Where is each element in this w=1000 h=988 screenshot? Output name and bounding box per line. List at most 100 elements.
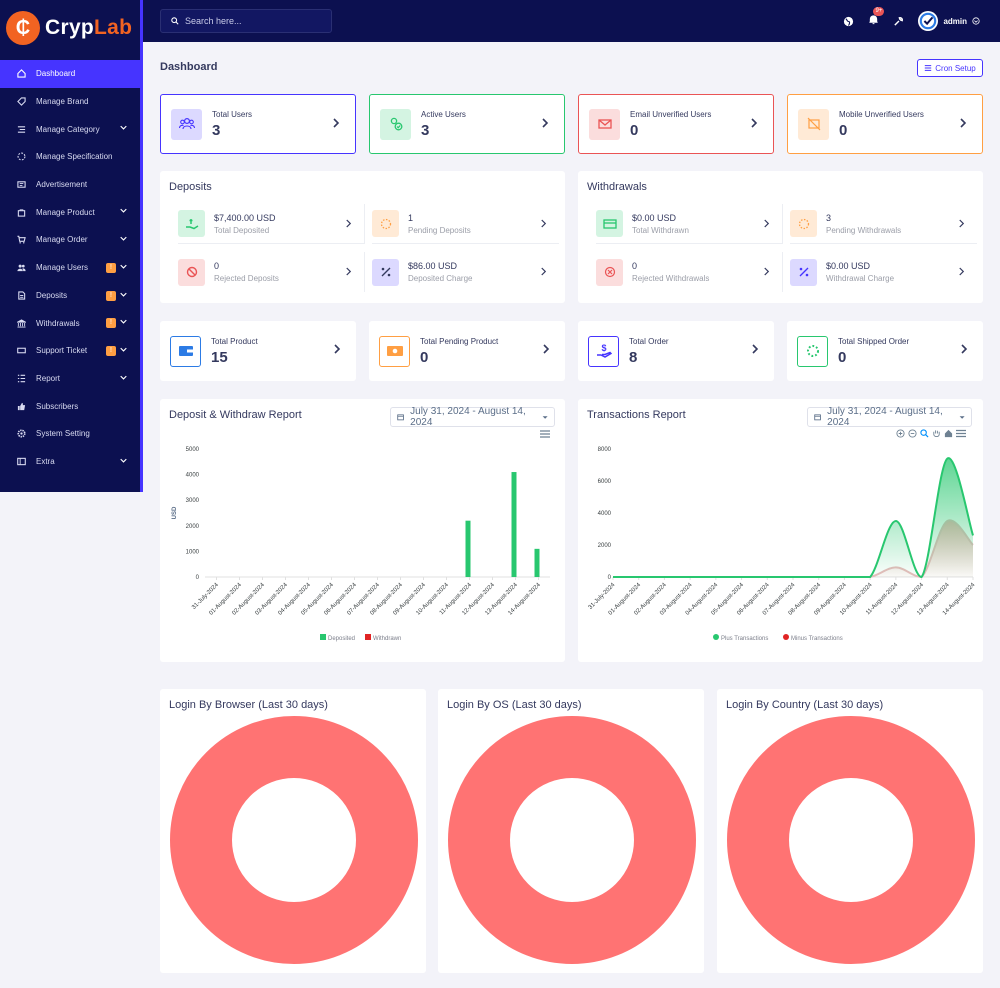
stat-label: Active Users xyxy=(421,109,466,119)
pending-deposits-item[interactable]: 1 Pending Deposits xyxy=(372,204,559,244)
stat-total-product[interactable]: Total Product 15 xyxy=(160,321,356,381)
user-check-icon xyxy=(380,108,411,140)
stat-label: Mobile Unverified Users xyxy=(839,109,924,119)
stat-body: Total Shipped Order 0 xyxy=(838,337,909,366)
sidebar-item-dashboard[interactable]: Dashboard xyxy=(0,60,140,88)
chevron-right-icon xyxy=(752,344,759,354)
y-tick-label: 6000 xyxy=(598,479,612,485)
search-box[interactable] xyxy=(160,9,332,33)
legend-marker xyxy=(320,634,326,640)
sidebar-item-manage-product[interactable]: Manage Product xyxy=(0,198,140,226)
stat-total-pending-product[interactable]: Total Pending Product 0 xyxy=(369,321,565,381)
donut-slice xyxy=(727,716,975,964)
users-icon xyxy=(17,263,26,272)
user-menu[interactable]: admin xyxy=(918,11,980,31)
chevron-right-icon xyxy=(541,267,547,276)
stat-total-shipped-order[interactable]: Total Shipped Order 0 xyxy=(787,321,983,381)
stat-active-users[interactable]: Active Users 3 xyxy=(369,94,565,154)
deposited-charge-item[interactable]: $86.00 USD Deposited Charge xyxy=(372,252,559,292)
stat-mobile-unverified[interactable]: Mobile Unverified Users 0 xyxy=(787,94,983,154)
chevron-down-icon xyxy=(120,236,127,241)
bar-deposited xyxy=(534,548,540,577)
item-body: $0.00 USD Withdrawal Charge xyxy=(826,261,894,283)
pan-hand-icon[interactable] xyxy=(932,429,941,438)
home-icon[interactable] xyxy=(944,429,953,438)
stat-body: Active Users 3 xyxy=(421,110,466,139)
cron-setup-button[interactable]: Cron Setup xyxy=(917,59,983,77)
stat-total-order[interactable]: $ Total Order 8 xyxy=(578,321,774,381)
user-logo-icon xyxy=(920,12,937,30)
sidebar-item-label: System Setting xyxy=(36,429,90,439)
logo-text-part2: Lab xyxy=(94,16,133,39)
report-icon xyxy=(17,374,26,383)
pending-withdrawals-item[interactable]: 3 Pending Withdrawals xyxy=(790,204,977,244)
sidebar-item-manage-category[interactable]: Manage Category xyxy=(0,115,140,143)
magnify-icon[interactable] xyxy=(920,429,929,438)
item-value: $0.00 USD xyxy=(632,212,677,223)
item-label: Withdrawal Charge xyxy=(826,274,895,283)
legend-label: Withdrawn xyxy=(373,636,401,642)
item-label: Pending Deposits xyxy=(408,225,471,235)
rejected-withdrawals-item[interactable]: 0 Rejected Withdrawals xyxy=(596,252,783,292)
brand-logo[interactable]: ₵ CrypLab xyxy=(0,0,140,56)
withdrawal-charge-item[interactable]: $0.00 USD Withdrawal Charge xyxy=(790,252,977,292)
chart-menu-icon[interactable] xyxy=(540,430,550,438)
date-range-picker[interactable]: July 31, 2024 - August 14, 2024 xyxy=(390,406,555,428)
sidebar-item-withdrawals[interactable]: Withdrawals ! xyxy=(0,309,140,337)
total-withdrawn-item[interactable]: $0.00 USD Total Withdrawn xyxy=(596,204,783,244)
sidebar-item-label: Advertisement xyxy=(36,180,88,190)
warning-badge: ! xyxy=(106,318,116,329)
wrench-icon[interactable] xyxy=(893,16,904,27)
legend-marker xyxy=(783,634,789,640)
stat-total-users[interactable]: Total Users 3 xyxy=(160,94,356,154)
item-body: $7,400.00 USD Total Deposited xyxy=(214,213,276,235)
sidebar-item-support-ticket[interactable]: Support Ticket ! xyxy=(0,337,140,365)
extra-icon xyxy=(17,457,26,466)
item-body: 3 Pending Withdrawals xyxy=(826,213,901,235)
card-icon xyxy=(596,210,623,237)
y-axis-label: USD xyxy=(172,506,178,519)
zoom-out-icon[interactable] xyxy=(908,429,917,438)
stat-body: Total Product 15 xyxy=(211,337,258,366)
sidebar-item-system-setting[interactable]: System Setting xyxy=(0,420,140,448)
sidebar-item-report[interactable]: Report xyxy=(0,365,140,393)
gear-icon xyxy=(17,429,26,438)
series-line-plus xyxy=(612,457,974,579)
withdrawals-panel: Withdrawals $0.00 USD Total Withdrawn 3 … xyxy=(578,171,983,303)
globe-icon[interactable] xyxy=(843,16,854,27)
sidebar-item-label: Dashboard xyxy=(36,69,76,79)
stat-value: 15 xyxy=(211,348,228,366)
avatar xyxy=(918,11,939,31)
item-value: 0 xyxy=(214,261,220,271)
stat-label: Total Shipped Order xyxy=(838,336,910,346)
sidebar-item-deposits[interactable]: Deposits ! xyxy=(0,282,140,310)
notification-button[interactable]: 9+ xyxy=(868,7,885,30)
sidebar-item-manage-brand[interactable]: Manage Brand xyxy=(0,88,140,116)
legend-label: Plus Transactions xyxy=(721,636,768,642)
sidebar-item-extra[interactable]: Extra xyxy=(0,448,140,476)
sidebar-item-label: Extra xyxy=(36,456,55,466)
logo-text: CrypLab xyxy=(45,16,132,40)
stat-email-unverified[interactable]: Email Unverified Users 0 xyxy=(578,94,774,154)
sidebar-item-manage-users[interactable]: Manage Users ! xyxy=(0,254,140,282)
search-icon xyxy=(171,17,179,25)
item-body: $0.00 USD Total Withdrawn xyxy=(632,213,689,235)
date-range-picker[interactable]: July 31, 2024 - August 14, 2024 xyxy=(807,406,972,428)
total-deposited-item[interactable]: $7,400.00 USD Total Deposited xyxy=(178,204,365,244)
percent-icon xyxy=(372,258,399,286)
chart-menu-icon[interactable] xyxy=(956,429,966,438)
rejected-deposits-item[interactable]: 0 Rejected Deposits xyxy=(178,252,365,292)
percent-icon xyxy=(790,258,817,286)
panel-title: Deposits xyxy=(169,181,212,193)
sidebar-item-manage-order[interactable]: Manage Order xyxy=(0,226,140,254)
sidebar-item-subscribers[interactable]: Subscribers xyxy=(0,392,140,420)
search-input[interactable] xyxy=(185,16,315,26)
chevron-right-icon xyxy=(959,267,965,276)
zoom-in-icon[interactable] xyxy=(896,429,905,438)
sidebar-item-advertisement[interactable]: Advertisement xyxy=(0,171,140,199)
chevron-down-icon xyxy=(120,209,127,214)
sidebar-item-manage-specification[interactable]: Manage Specification xyxy=(0,143,140,171)
stat-value: 8 xyxy=(629,348,638,366)
hand-dollar-icon: $ xyxy=(588,335,619,367)
notification-count: 9+ xyxy=(873,7,885,16)
